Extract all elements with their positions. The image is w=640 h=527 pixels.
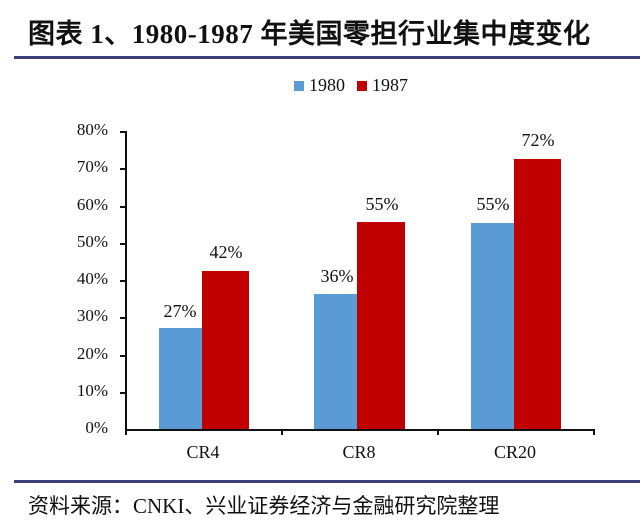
y-tick-label: 40% <box>76 269 108 288</box>
y-tick-label: 20% <box>76 344 108 363</box>
y-tick-label: 30% <box>76 306 108 325</box>
y-tick-mark <box>120 280 126 282</box>
chart-legend: 1980 1987 <box>294 75 420 96</box>
source-note: 资料来源：CNKI、兴业证券经济与金融研究院整理 <box>28 494 500 518</box>
bar-cr4-1980 <box>159 328 202 429</box>
x-category-label-cr4: CR4 <box>186 442 220 462</box>
chart-title: 图表 1、1980-1987 年美国零担行业集中度变化 <box>28 19 591 49</box>
source-divider <box>14 480 640 483</box>
legend-item-1980: 1980 <box>294 75 345 96</box>
x-tick-mark <box>281 429 283 435</box>
bar-cr4-1987 <box>202 271 249 429</box>
y-tick-mark <box>120 131 126 133</box>
y-tick-label: 50% <box>76 232 108 251</box>
y-tick-mark <box>120 355 126 357</box>
bar-cr20-1980 <box>471 223 514 429</box>
y-tick-label: 10% <box>76 381 108 400</box>
title-divider <box>14 56 640 59</box>
value-label-cr8-1980: 36% <box>320 266 354 286</box>
bar-cr20-1987 <box>514 159 561 429</box>
y-tick-label: 70% <box>76 157 108 176</box>
y-tick-mark <box>120 168 126 170</box>
x-category-label-cr20: CR20 <box>493 442 536 462</box>
y-tick-mark <box>120 243 126 245</box>
bar-cr8-1987 <box>357 222 405 429</box>
y-axis <box>125 131 127 430</box>
y-tick-mark <box>120 317 126 319</box>
y-tick-mark <box>120 392 126 394</box>
bar-cr8-1980 <box>314 294 357 429</box>
value-label-cr4-1980: 27% <box>163 301 197 321</box>
legend-label-1987: 1987 <box>372 75 408 95</box>
value-label-cr4-1987: 42% <box>209 242 243 262</box>
x-axis <box>125 429 595 431</box>
x-category-label-cr8: CR8 <box>342 442 376 462</box>
value-label-cr8-1987: 55% <box>365 194 399 214</box>
legend-swatch-1987 <box>357 80 367 91</box>
plot-area: 80% 70% 60% 50% 40% 30% 20% 10% 0% 27% 4… <box>76 120 595 462</box>
x-tick-mark <box>437 429 439 435</box>
y-tick-label: 80% <box>76 120 108 139</box>
y-tick-mark <box>120 206 126 208</box>
legend-label-1980: 1980 <box>309 75 345 95</box>
y-tick-label: 0% <box>85 418 108 437</box>
x-tick-mark <box>593 429 595 435</box>
value-label-cr20-1987: 72% <box>521 130 555 150</box>
y-tick-label: 60% <box>76 195 108 214</box>
legend-item-1987: 1987 <box>357 75 408 96</box>
x-tick-mark <box>125 429 127 435</box>
legend-swatch-1980 <box>294 80 304 91</box>
value-label-cr20-1980: 55% <box>476 194 510 214</box>
